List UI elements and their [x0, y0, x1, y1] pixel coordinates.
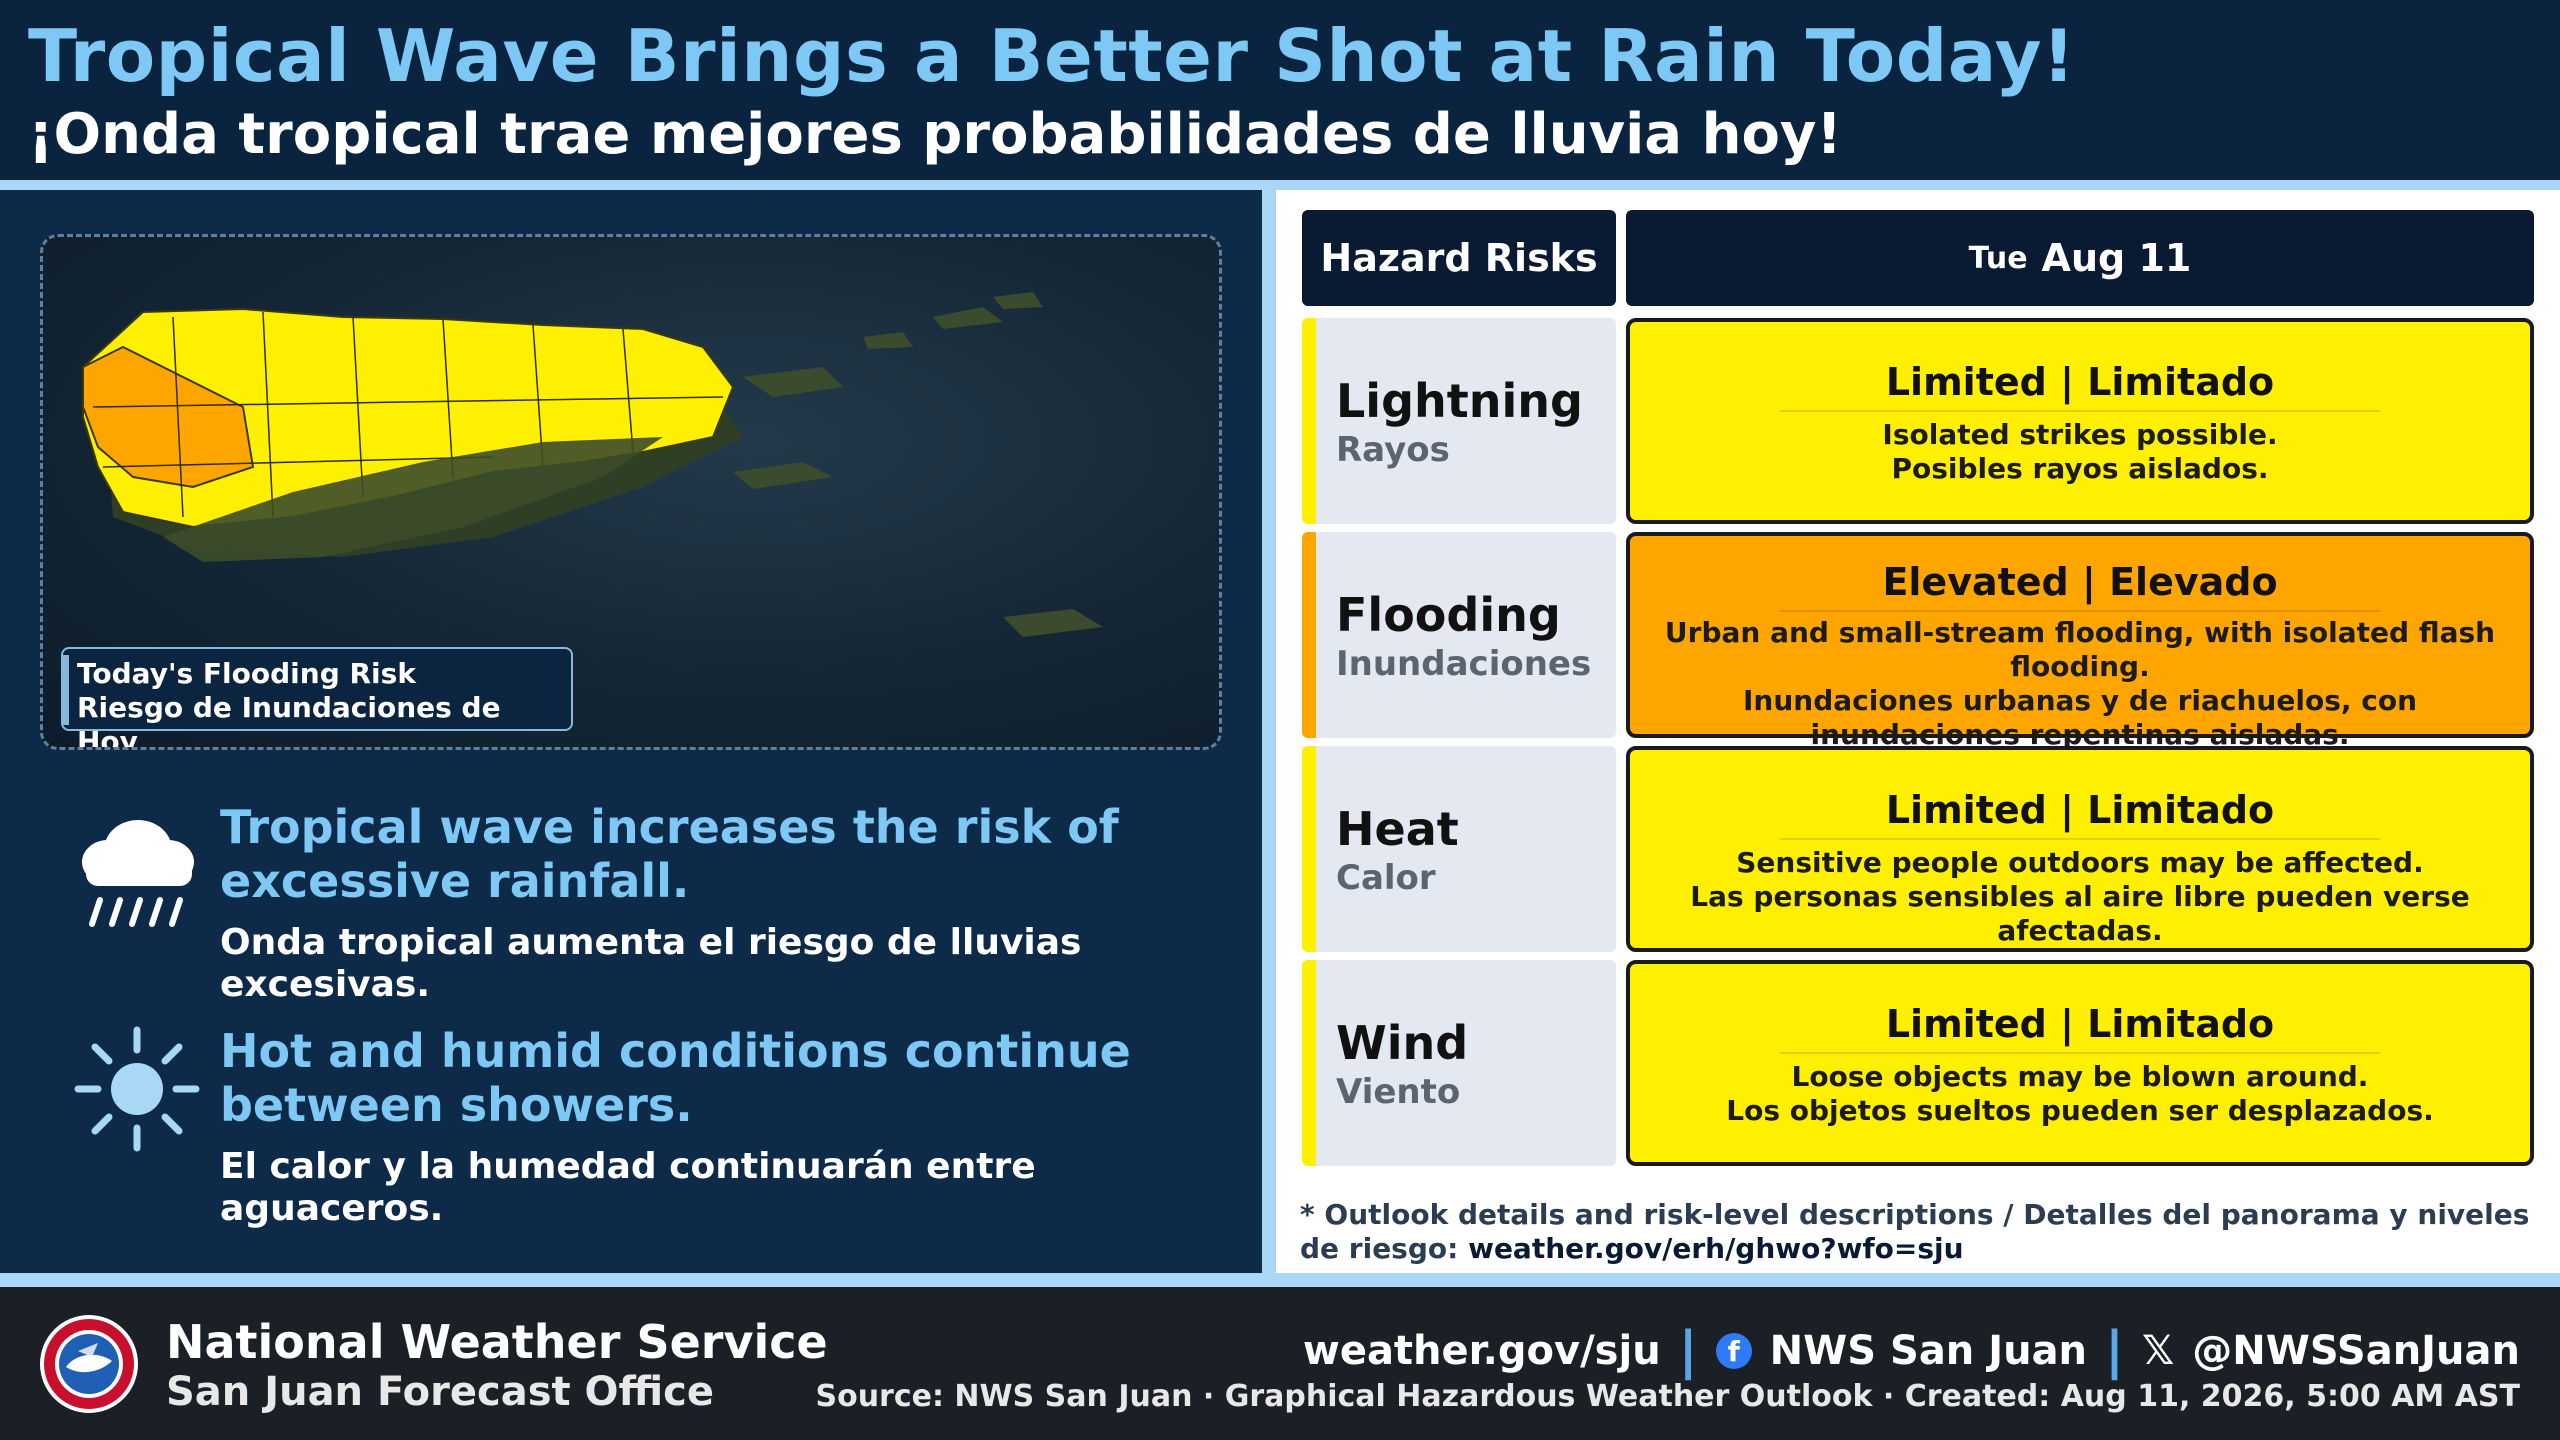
outlook-footnote: * Outlook details and risk-level descrip…	[1300, 1198, 2540, 1266]
page-subtitle: ¡Onda tropical trae mejores probabilidad…	[28, 102, 1842, 167]
hazard-row-flooding: Flooding Inundaciones	[1302, 532, 1616, 738]
risk-level: Limited | Limitado	[1885, 1002, 2275, 1046]
bullet-heat-en: Hot and humid conditions continue betwee…	[220, 1024, 1131, 1132]
source-credit: Source: NWS San Juan · Graphical Hazardo…	[815, 1379, 2520, 1414]
hazard-name-en: Heat	[1336, 802, 1459, 856]
date-header-day: Tue	[1968, 240, 2028, 276]
header: Tropical Wave Brings a Better Shot at Ra…	[0, 0, 2560, 186]
risk-level: Limited | Limitado	[1885, 788, 2275, 832]
social-links: weather.gov/sju | f NWS San Juan | 𝕏 @NW…	[1303, 1321, 2520, 1381]
risk-description-es: Inundaciones urbanas y de riachuelos, co…	[1742, 684, 2418, 751]
risk-description: Urban and small-stream flooding, with is…	[1650, 616, 2510, 752]
hazard-row-lightning: Lightning Rayos	[1302, 318, 1616, 524]
hazard-risks-panel: Hazard Risks Tue Aug 11 Lightning Rayos …	[1276, 190, 2560, 1273]
footer-divider	[0, 1273, 2560, 1287]
risk-description: Isolated strikes possible. Posibles rayo…	[1650, 418, 2510, 486]
risk-level: Elevated | Elevado	[1882, 560, 2278, 604]
bullet-heat-es: El calor y la humedad continuarán entre …	[220, 1146, 1036, 1229]
hazard-risks-header: Hazard Risks	[1302, 210, 1616, 306]
hazard-row-wind: Wind Viento	[1302, 960, 1616, 1166]
footnote-text: * Outlook details and risk-level descrip…	[1300, 1198, 2530, 1265]
hazard-name-es: Calor	[1336, 858, 1436, 898]
risk-color-bar	[1302, 532, 1316, 738]
puerto-rico-map-graphic	[82, 292, 1103, 637]
hazard-name-es: Rayos	[1336, 430, 1450, 470]
nws-logo-icon	[38, 1313, 140, 1415]
risk-card-flooding: Elevated | Elevado Urban and small-strea…	[1626, 532, 2534, 751]
facebook-icon: f	[1715, 1333, 1752, 1369]
risk-description-en: Sensitive people outdoors may be affecte…	[1736, 846, 2424, 879]
flood-risk-map: Today's Flooding Risk Riesgo de Inundaci…	[40, 234, 1222, 750]
risk-color-bar	[1302, 960, 1316, 1166]
hazard-name-en: Lightning	[1336, 374, 1583, 428]
risk-card-lightning: Limited | Limitado Isolated strikes poss…	[1626, 318, 2534, 524]
hazard-name-en: Wind	[1336, 1016, 1469, 1070]
map-label-en: Today's Flooding Risk	[77, 657, 416, 690]
twitter-link[interactable]: @NWSSanJuan	[2192, 1328, 2520, 1374]
risk-description-es: Los objetos sueltos pueden ser desplazad…	[1726, 1094, 2434, 1127]
hazard-name-en: Flooding	[1336, 588, 1561, 642]
risk-description-es: Posibles rayos aislados.	[1891, 452, 2269, 485]
office-name: San Juan Forecast Office	[166, 1369, 715, 1415]
map-label-es: Riesgo de Inundaciones de Hoy	[77, 691, 501, 750]
website-link[interactable]: weather.gov/sju	[1302, 1328, 1661, 1374]
risk-color-bar	[1302, 746, 1316, 952]
footer: National Weather Service San Juan Foreca…	[0, 1287, 2560, 1440]
risk-description-en: Isolated strikes possible.	[1882, 418, 2278, 451]
separator: |	[1678, 1321, 1698, 1381]
rain-cloud-icon	[68, 800, 208, 940]
bullet-rainfall-es: Onda tropical aumenta el riesgo de lluvi…	[220, 922, 1082, 1005]
separator: |	[2105, 1321, 2125, 1381]
risk-description-en: Urban and small-stream flooding, with is…	[1664, 616, 2496, 683]
facebook-link[interactable]: NWS San Juan	[1769, 1328, 2088, 1374]
map-legend-label: Today's Flooding Risk Riesgo de Inundaci…	[61, 647, 573, 747]
date-header: Tue Aug 11	[1626, 210, 2534, 306]
panel-divider	[1262, 190, 1276, 1273]
risk-description: Sensitive people outdoors may be affecte…	[1650, 846, 2510, 948]
bullet-rainfall-en: Tropical wave increases the risk of exce…	[220, 800, 1119, 908]
hazard-name-es: Inundaciones	[1336, 644, 1592, 684]
risk-description: Loose objects may be blown around. Los o…	[1650, 1060, 2510, 1128]
hazard-row-heat: Heat Calor	[1302, 746, 1616, 952]
date-header-date: Aug 11	[2041, 236, 2192, 280]
sun-icon	[72, 1024, 212, 1164]
risk-level: Limited | Limitado	[1885, 360, 2275, 404]
header-divider	[0, 180, 2560, 190]
risk-color-bar	[1302, 318, 1316, 524]
risk-description-en: Loose objects may be blown around.	[1791, 1060, 2369, 1093]
page-title: Tropical Wave Brings a Better Shot at Ra…	[28, 14, 2076, 98]
footnote-link[interactable]: weather.gov/erh/ghwo?wfo=sju	[1468, 1232, 1964, 1265]
org-name: National Weather Service	[166, 1315, 828, 1369]
risk-card-heat: Limited | Limitado Sensitive people outd…	[1626, 746, 2534, 952]
left-panel: Today's Flooding Risk Riesgo de Inundaci…	[0, 190, 1262, 1273]
x-twitter-icon: 𝕏	[2142, 1328, 2175, 1374]
risk-card-wind: Limited | Limitado Loose objects may be …	[1626, 960, 2534, 1166]
risk-description-es: Las personas sensibles al aire libre pue…	[1690, 880, 2470, 947]
hazard-name-es: Viento	[1336, 1072, 1461, 1112]
